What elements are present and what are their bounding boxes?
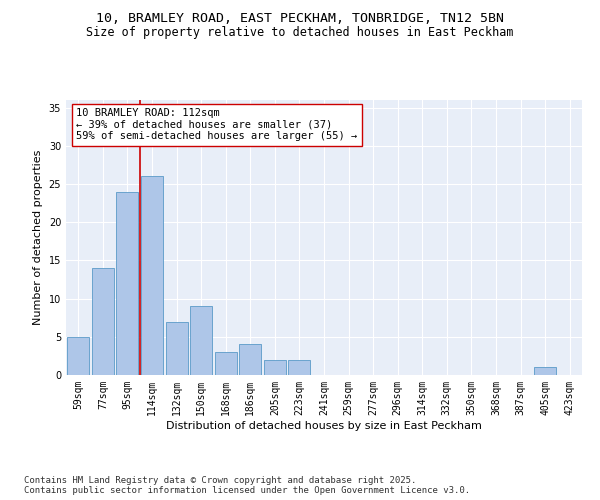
Bar	[264, 360, 286, 375]
Bar	[166, 322, 188, 375]
Bar	[141, 176, 163, 375]
Text: 10 BRAMLEY ROAD: 112sqm
← 39% of detached houses are smaller (37)
59% of semi-de: 10 BRAMLEY ROAD: 112sqm ← 39% of detache…	[76, 108, 358, 142]
Bar	[67, 337, 89, 375]
Bar	[190, 306, 212, 375]
Bar	[289, 360, 310, 375]
Bar	[116, 192, 139, 375]
Bar	[239, 344, 262, 375]
Text: 10, BRAMLEY ROAD, EAST PECKHAM, TONBRIDGE, TN12 5BN: 10, BRAMLEY ROAD, EAST PECKHAM, TONBRIDG…	[96, 12, 504, 26]
Bar	[92, 268, 114, 375]
Bar	[534, 368, 556, 375]
Y-axis label: Number of detached properties: Number of detached properties	[33, 150, 43, 325]
Text: Contains HM Land Registry data © Crown copyright and database right 2025.
Contai: Contains HM Land Registry data © Crown c…	[24, 476, 470, 495]
Text: Size of property relative to detached houses in East Peckham: Size of property relative to detached ho…	[86, 26, 514, 39]
X-axis label: Distribution of detached houses by size in East Peckham: Distribution of detached houses by size …	[166, 420, 482, 430]
Bar	[215, 352, 237, 375]
